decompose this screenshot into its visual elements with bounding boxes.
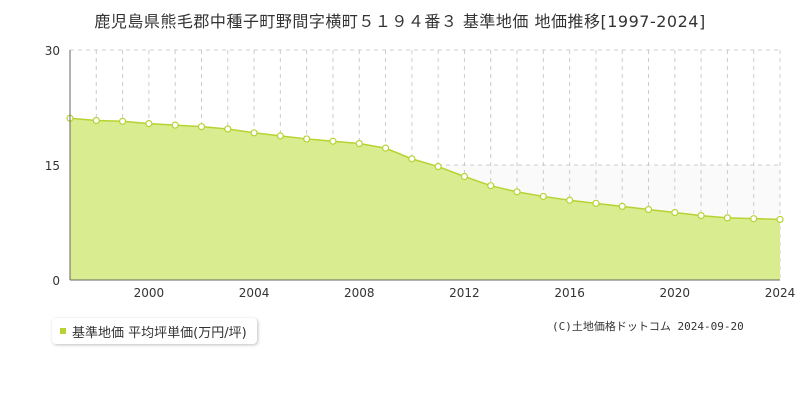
data-point bbox=[644, 205, 653, 214]
data-point bbox=[460, 172, 469, 181]
data-point bbox=[224, 125, 232, 133]
y-tick-label: 30 bbox=[45, 44, 60, 58]
series-area bbox=[70, 118, 780, 280]
data-point bbox=[776, 215, 784, 224]
y-tick-label: 0 bbox=[52, 274, 60, 288]
x-tick-label: 2004 bbox=[239, 286, 270, 300]
data-point bbox=[723, 214, 732, 222]
copyright-text: (C)土地価格ドットコム 2024-09-20 bbox=[552, 320, 744, 333]
data-point bbox=[329, 137, 337, 145]
data-point bbox=[408, 155, 416, 163]
x-tick-label: 2024 bbox=[765, 286, 796, 300]
data-point bbox=[303, 135, 311, 143]
data-point bbox=[250, 129, 258, 137]
data-point bbox=[276, 132, 284, 140]
data-point bbox=[697, 212, 705, 220]
data-point bbox=[592, 199, 600, 207]
data-point bbox=[145, 119, 153, 128]
data-point bbox=[355, 139, 363, 148]
data-point bbox=[671, 208, 679, 217]
legend: 基準地価 平均坪単価(万円/坪) bbox=[52, 318, 257, 344]
x-tick-label: 2020 bbox=[660, 286, 691, 300]
data-point bbox=[539, 192, 547, 201]
x-tick-label: 2016 bbox=[554, 286, 585, 300]
data-point bbox=[487, 182, 495, 190]
data-point bbox=[92, 116, 100, 125]
data-point bbox=[118, 117, 127, 125]
x-tick-label: 2012 bbox=[449, 286, 480, 300]
chart-title: 鹿児島県熊毛郡中種子町野間字横町５１９４番３ 基準地価 地価推移[1997-20… bbox=[94, 12, 706, 31]
legend-label: 基準地価 平均坪単価(万円/坪) bbox=[72, 325, 247, 341]
y-tick-label: 15 bbox=[45, 159, 60, 173]
legend-marker bbox=[60, 328, 66, 334]
data-point bbox=[434, 162, 442, 171]
x-tick-label: 2008 bbox=[344, 286, 375, 300]
data-point bbox=[750, 215, 758, 223]
data-point bbox=[381, 144, 390, 152]
data-point bbox=[618, 202, 626, 210]
data-point bbox=[566, 196, 574, 204]
data-point bbox=[197, 123, 206, 131]
x-tick-label: 2000 bbox=[134, 286, 165, 300]
data-point bbox=[171, 121, 179, 129]
series-line bbox=[69, 117, 781, 221]
data-point bbox=[513, 188, 521, 196]
